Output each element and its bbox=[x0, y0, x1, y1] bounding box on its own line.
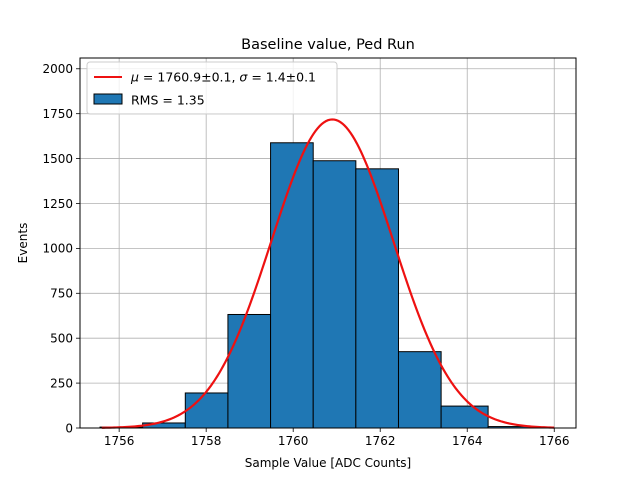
y-axis-label: Events bbox=[16, 223, 30, 264]
x-tick-label: 1764 bbox=[452, 434, 483, 448]
histogram-bar bbox=[355, 168, 399, 429]
x-tick-label: 1760 bbox=[278, 434, 309, 448]
y-tick-label: 1500 bbox=[42, 152, 73, 166]
histogram-bar bbox=[397, 351, 442, 429]
y-tick-label: 1750 bbox=[42, 107, 73, 121]
y-axis-ticks: 0 250 500 750 1000 1250 1500 1750 2000 bbox=[42, 62, 80, 435]
y-tick-label: 750 bbox=[50, 287, 73, 301]
legend-sigma-value: = 1.4±0.1 bbox=[247, 70, 316, 85]
legend: μ = 1760.9±0.1, σ = 1.4±0.1 RMS = 1.35 bbox=[86, 61, 338, 115]
histogram-bars bbox=[99, 142, 532, 429]
gaussian-fit-curve bbox=[101, 118, 555, 429]
chart-title: Baseline value, Ped Run bbox=[241, 37, 415, 53]
y-tick-label: 250 bbox=[50, 376, 73, 390]
legend-bars-swatch bbox=[93, 93, 123, 105]
x-tick-label: 1758 bbox=[191, 434, 222, 448]
legend-fit-label: μ = 1760.9±0.1, σ = 1.4±0.1 bbox=[130, 70, 316, 85]
y-tick-label: 2000 bbox=[42, 62, 73, 76]
legend-mu-symbol: μ bbox=[130, 70, 139, 85]
y-tick-label: 0 bbox=[65, 421, 73, 435]
legend-bars-label: RMS = 1.35 bbox=[131, 93, 205, 108]
plot-frame bbox=[79, 57, 577, 429]
legend-box bbox=[86, 61, 338, 115]
histogram-bar bbox=[184, 392, 229, 429]
histogram-bar bbox=[312, 160, 357, 429]
histogram-bar bbox=[440, 405, 489, 429]
y-tick-label: 1250 bbox=[42, 197, 73, 211]
x-tick-label: 1762 bbox=[365, 434, 396, 448]
x-tick-label: 1766 bbox=[539, 434, 570, 448]
x-axis-ticks: 1756 1758 1760 1762 1764 1766 bbox=[104, 428, 570, 448]
histogram-bar bbox=[270, 142, 314, 429]
y-tick-label: 1000 bbox=[42, 242, 73, 256]
legend-mu-value: = 1760.9±0.1, bbox=[139, 70, 239, 85]
y-tick-label: 500 bbox=[50, 331, 73, 345]
legend-sigma-symbol: σ bbox=[239, 70, 248, 85]
fit-line bbox=[101, 118, 555, 429]
x-tick-label: 1756 bbox=[104, 434, 135, 448]
histogram-bar bbox=[227, 313, 272, 429]
x-axis-label: Sample Value [ADC Counts] bbox=[245, 456, 411, 470]
